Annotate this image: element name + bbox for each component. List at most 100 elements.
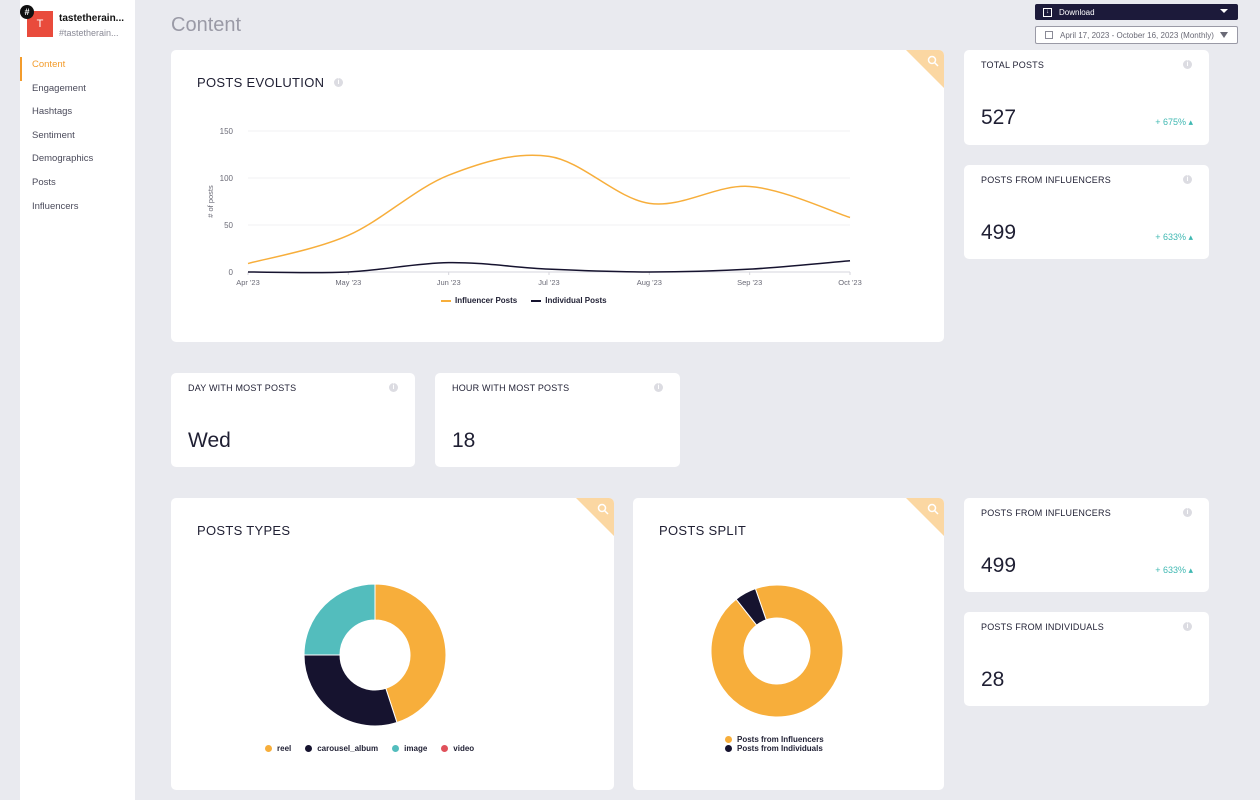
posts-from-influencers-card-2: POSTS FROM INFLUENCERS i 499 + 633% ▴ xyxy=(964,498,1209,592)
posts-evolution-card: POSTS EVOLUTION i 0 50 100 150 Apr '23 May '2… xyxy=(171,50,944,342)
info-icon[interactable]: i xyxy=(389,383,398,392)
posts-split-title: POSTS SPLIT xyxy=(659,523,747,538)
posts-from-individuals-card: POSTS FROM INDIVIDUALS i 28 xyxy=(964,612,1209,706)
sidebar-item-content[interactable]: Content xyxy=(20,57,135,81)
slice-image xyxy=(303,583,376,656)
kpi-value: 499 xyxy=(981,221,1017,244)
legend-influencer-label: Influencer Posts xyxy=(455,296,518,305)
slice-reel xyxy=(374,583,447,724)
info-icon[interactable]: i xyxy=(1183,508,1192,517)
download-button[interactable]: ↓ Download xyxy=(1035,4,1238,20)
account-name[interactable]: tastetherain... xyxy=(59,13,125,24)
posts-types-legend: reel carousel_album image video xyxy=(265,744,474,753)
info-icon[interactable]: i xyxy=(1183,60,1192,69)
zoom-icon[interactable] xyxy=(927,503,939,515)
series-line-influencer-posts xyxy=(247,154,851,265)
kpi-label: POSTS FROM INDIVIDUALS xyxy=(981,622,1104,632)
info-icon[interactable]: i xyxy=(654,383,663,392)
y-tick-label: 50 xyxy=(224,221,233,230)
zoom-icon[interactable] xyxy=(927,55,939,67)
posts-split-card: POSTS SPLIT Posts from Influencers Posts… xyxy=(633,498,944,790)
kpi-value: 28 xyxy=(981,668,1005,691)
legend-influencers-label: Posts from Influencers xyxy=(737,735,824,744)
hashtag-badge-icon: # xyxy=(20,5,34,19)
slice-carousel-album xyxy=(303,654,398,727)
legend-individual-label: Individual Posts xyxy=(545,296,607,305)
kpi-label: HOUR WITH MOST POSTS xyxy=(452,383,570,393)
page-title: Content xyxy=(171,14,242,36)
legend-individual-swatch xyxy=(531,299,542,302)
zoom-icon[interactable] xyxy=(597,503,609,515)
kpi-change: + 633% ▴ xyxy=(1155,565,1193,575)
sidebar-nav: Content Engagement Hashtags Sentiment De… xyxy=(20,57,135,222)
zoom-corner xyxy=(576,498,614,536)
sidebar: T # tastetherain... #tastetherain... Con… xyxy=(20,0,135,800)
zoom-corner xyxy=(906,498,944,536)
download-icon: ↓ xyxy=(1043,7,1052,17)
sidebar-item-sentiment[interactable]: Sentiment xyxy=(32,129,75,141)
kpi-value: 499 xyxy=(981,554,1017,577)
x-tick-label: Apr '23 xyxy=(236,278,260,287)
x-tick-label: May '23 xyxy=(335,278,361,287)
posts-types-title: POSTS TYPES xyxy=(197,523,291,538)
legend-influencers-row: Posts from Influencers xyxy=(725,735,824,744)
x-tick-label: Jul '23 xyxy=(538,278,559,287)
legend-video-label: video xyxy=(453,744,475,753)
legend-individuals-row: Posts from Individuals xyxy=(725,744,823,753)
legend-reel-dot xyxy=(265,745,272,752)
avatar-letter: T xyxy=(36,18,44,30)
legend-image-label: image xyxy=(404,744,428,753)
sidebar-item-influencers[interactable]: Influencers xyxy=(32,200,79,212)
posts-evolution-legend: Influencer Posts Individual Posts xyxy=(441,296,607,305)
posts-types-card: POSTS TYPES reel carousel_album image vi… xyxy=(171,498,614,790)
sidebar-item-engagement[interactable]: Engagement xyxy=(32,82,86,94)
day-most-posts-card: DAY WITH MOST POSTS i Wed xyxy=(171,373,415,467)
slice-posts-from-influencers xyxy=(710,584,844,718)
kpi-label: POSTS FROM INFLUENCERS xyxy=(981,175,1111,185)
kpi-label: TOTAL POSTS xyxy=(981,60,1045,70)
kpi-value: 18 xyxy=(452,429,476,452)
legend-reel-label: reel xyxy=(277,744,292,753)
calendar-icon xyxy=(1045,31,1053,39)
x-tick-label: Sep '23 xyxy=(737,278,762,287)
posts-from-influencers-card: POSTS FROM INFLUENCERS i 499 + 633% ▴ xyxy=(964,165,1209,259)
x-tick-label: Aug '23 xyxy=(637,278,662,287)
download-label: Download xyxy=(1059,7,1095,17)
legend-individuals-dot xyxy=(725,745,732,752)
sidebar-item-posts[interactable]: Posts xyxy=(32,176,56,188)
total-posts-card: TOTAL POSTS i 527 + 675% ▴ xyxy=(964,50,1209,145)
kpi-change: + 675% ▴ xyxy=(1155,117,1193,127)
y-tick-label: 0 xyxy=(229,268,234,277)
posts-evolution-chart: 0 50 100 150 Apr '23 May '23 Jun '23 Jul '23 Aug… xyxy=(206,127,862,287)
kpi-change: + 633% ▴ xyxy=(1155,232,1193,242)
info-icon[interactable]: i xyxy=(334,78,343,87)
legend-video-dot xyxy=(441,745,449,752)
posts-split-donut xyxy=(710,584,844,718)
chevron-down-icon xyxy=(1220,32,1228,38)
series-line-individual-posts xyxy=(247,259,851,274)
kpi-label: DAY WITH MOST POSTS xyxy=(188,383,297,393)
zoom-corner xyxy=(906,50,944,88)
legend-image-dot xyxy=(392,745,400,752)
x-tick-label: Jun '23 xyxy=(437,278,461,287)
hour-most-posts-card: HOUR WITH MOST POSTS i 18 xyxy=(435,373,680,467)
info-icon[interactable]: i xyxy=(1183,622,1192,631)
legend-carousel-dot xyxy=(305,745,313,752)
chevron-down-icon xyxy=(1220,9,1228,13)
posts-evolution-title: POSTS EVOLUTION xyxy=(197,75,325,90)
slice-posts-from-individuals xyxy=(735,588,767,626)
y-tick-label: 100 xyxy=(220,174,234,183)
info-icon[interactable]: i xyxy=(1183,175,1192,184)
sidebar-item-demographics[interactable]: Demographics xyxy=(32,153,94,165)
kpi-label: POSTS FROM INFLUENCERS xyxy=(981,508,1111,518)
legend-individuals-label: Posts from Individuals xyxy=(737,744,823,753)
account-handle: #tastetherain... xyxy=(59,28,119,38)
legend-influencers-dot xyxy=(725,736,732,743)
legend-influencer-swatch xyxy=(441,299,451,302)
date-range-picker[interactable]: April 17, 2023 - October 16, 2023 (Month… xyxy=(1035,26,1238,44)
date-range-label: April 17, 2023 - October 16, 2023 (Month… xyxy=(1060,30,1214,40)
sidebar-item-hashtags[interactable]: Hashtags xyxy=(32,106,73,118)
kpi-value: Wed xyxy=(188,429,231,452)
y-axis-label: # of posts xyxy=(206,185,215,218)
legend-carousel-label: carousel_album xyxy=(317,744,379,753)
